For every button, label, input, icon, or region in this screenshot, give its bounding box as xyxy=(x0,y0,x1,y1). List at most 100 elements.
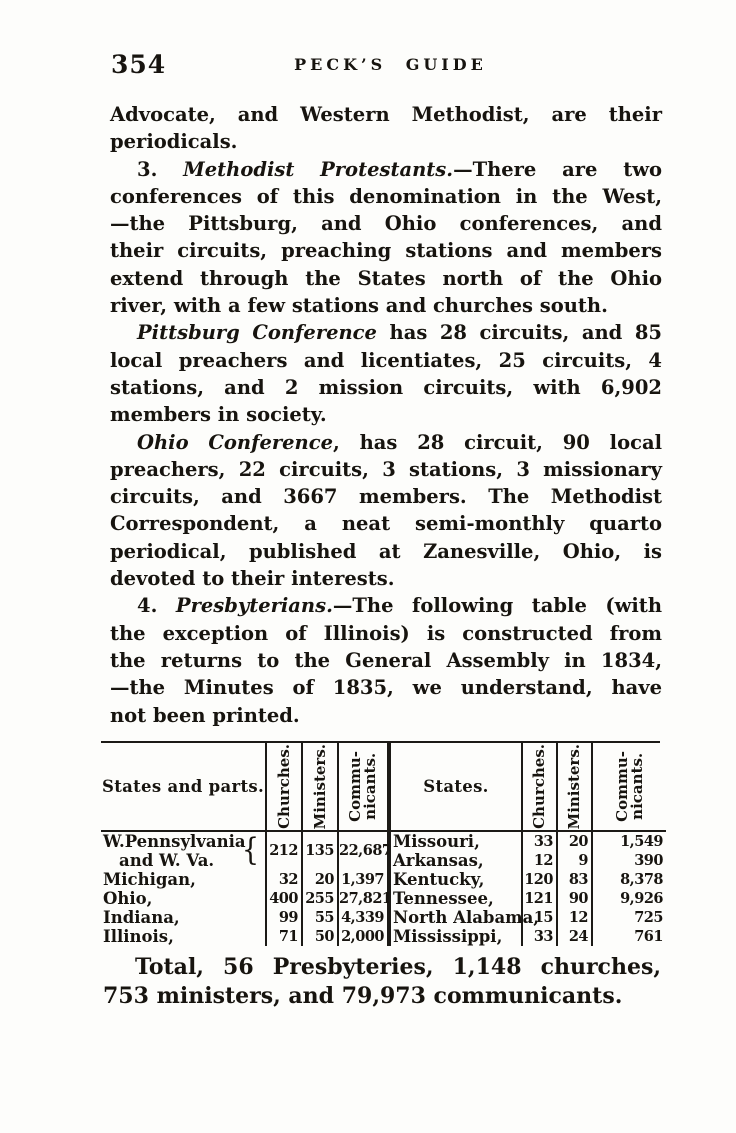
table-value-cell: 725 xyxy=(634,909,663,926)
table-row-label: Michigan, xyxy=(103,870,196,889)
table-row-label: Tennessee, xyxy=(393,889,494,908)
table-row-label: Ohio, xyxy=(103,889,153,908)
presbyterian-statistics-table: States and parts. W.Pennsylvania and W. Va… xyxy=(101,741,666,946)
text-line: preachers, 22 circuits, 3 stations, 3 mi… xyxy=(110,457,662,481)
row-group-brace: { xyxy=(241,832,259,869)
total-paragraph: Total, 56 Presbyteries, 1,148 churches, 7… xyxy=(103,953,661,1011)
table-value-cell: 15 xyxy=(533,909,554,926)
rotated-column-header: Churches. xyxy=(530,744,548,829)
churches-column-left: Churches. 212 32 400 99 71 xyxy=(265,743,301,946)
text-line: Pittsburg Conference has 28 circuits, an… xyxy=(137,321,662,345)
churches-column-right: Churches. 33 12 120 121 15 33 xyxy=(521,743,556,946)
label-column: States and parts. W.Pennsylvania and W. Va… xyxy=(101,743,265,946)
text-line: extend through the States north of the O… xyxy=(110,266,662,290)
table-value-cell: 761 xyxy=(634,928,663,945)
table-value-cell: 1,397 xyxy=(341,871,384,888)
text-line: members in society. xyxy=(110,403,327,427)
text-line: 3. Methodist Protestants.—There are two xyxy=(137,157,662,181)
table-value-cell: 4,339 xyxy=(341,909,384,926)
table-value-cell: 27,821 xyxy=(339,890,392,907)
text-line: Correspondent, a neat semi-monthly quart… xyxy=(110,512,662,536)
text-line: circuits, and 3667 members. The Methodis… xyxy=(110,485,662,509)
table-row-label: Indiana, xyxy=(103,908,180,927)
table-half-right: States. Missouri, Arkansas, Kentucky, Tennes… xyxy=(391,743,666,946)
label-column-header: States. xyxy=(391,743,521,832)
rotated-column-header: Commu- nicants. xyxy=(346,751,379,822)
text-line: —the Minutes of 1835, we understand, hav… xyxy=(110,676,662,700)
text-line: river, with a few stations and churches … xyxy=(110,294,608,318)
rotated-column-header: Ministers. xyxy=(565,743,583,830)
table-row-label: Missouri, xyxy=(393,832,480,851)
table-value-cell: 135 xyxy=(305,842,334,859)
text-line: devoted to their interests. xyxy=(110,567,395,591)
table-value-cell: 33 xyxy=(533,833,554,850)
table-value-cell: 12 xyxy=(568,909,589,926)
text-line: not been printed. xyxy=(110,703,300,727)
table-value-cell: 32 xyxy=(278,871,299,888)
table-value-cell: 24 xyxy=(568,928,589,945)
ministers-column-right: Ministers. 20 9 83 90 12 24 xyxy=(556,743,591,946)
table-value-cell: 20 xyxy=(314,871,335,888)
table-value-cell: 50 xyxy=(314,928,335,945)
table-row-label: Illinois, xyxy=(103,927,174,946)
table-value-cell: 71 xyxy=(278,928,299,945)
table-value-cell: 83 xyxy=(568,871,589,888)
table-value-cell: 121 xyxy=(524,890,553,907)
text-line: periodical, published at Zanesville, Ohi… xyxy=(110,539,662,563)
text-line: 4. Presbyterians.—The following table (w… xyxy=(137,594,662,618)
table-value-cell: 33 xyxy=(533,928,554,945)
table-row-label: Arkansas, xyxy=(393,851,484,870)
table-value-cell: 1,549 xyxy=(620,833,663,850)
communicants-column-right: Commu- nicants. 1,549 390 8,378 9,926 725 761 xyxy=(591,743,666,946)
table-value-cell: 212 xyxy=(269,842,298,859)
text-line: their circuits, preaching stations and m… xyxy=(110,239,662,263)
table-value-cell: 120 xyxy=(524,871,553,888)
table-row-label: W.Pennsylvania and W. Va. { xyxy=(101,832,265,870)
table-row-label: North Alabama, xyxy=(393,908,540,927)
row-label-line1: W.Pennsylvania xyxy=(103,832,246,851)
rotated-column-header: Churches. xyxy=(274,744,293,829)
total-text-line: 753 ministers, and 79,973 communicants. xyxy=(103,983,623,1009)
table-value-cell: 55 xyxy=(314,909,335,926)
table-half-left: States and parts. W.Pennsylvania and W. Va… xyxy=(101,743,392,946)
column-header: Churches. xyxy=(523,743,556,832)
label-column-header: States and parts. xyxy=(101,743,265,832)
total-text-line: Total, 56 Presbyteries, 1,148 churches, xyxy=(135,954,661,980)
table-value-cell: 9 xyxy=(578,852,588,869)
table-value-cell: 2,000 xyxy=(341,928,384,945)
text-line: local preachers and licentiates, 25 circ… xyxy=(110,348,662,372)
table-value-cell: 9,926 xyxy=(620,890,663,907)
text-line: stations, and 2 mission circuits, with 6… xyxy=(110,375,662,399)
text-line: the returns to the General Assembly in 1… xyxy=(110,648,662,672)
rotated-column-header: Ministers. xyxy=(310,743,329,830)
row-label-line2: and W. Va. xyxy=(119,851,215,870)
text-line: Advocate, and Western Methodist, are the… xyxy=(110,103,662,126)
communicants-column-left: Commu- nicants. 22,687 1,397 27,821 4,339 2,0… xyxy=(337,743,392,946)
table-halves-divider xyxy=(389,743,391,946)
table-row-label: Kentucky, xyxy=(393,870,485,889)
table-value-cell: 20 xyxy=(568,833,589,850)
text-line: conferences of this denomination in the … xyxy=(110,184,662,208)
table-value-cell: 12 xyxy=(533,852,554,869)
table-value-cell: 390 xyxy=(634,852,663,869)
text-line: Ohio Conference, has 28 circuit, 90 loca… xyxy=(137,430,662,454)
ministers-column-left: Ministers. 135 20 255 55 50 xyxy=(301,743,337,946)
table-value-cell: 90 xyxy=(568,890,589,907)
table-value-cell: 22,687 xyxy=(339,842,392,859)
column-header: Commu- nicants. xyxy=(339,743,387,832)
page-number: 354 xyxy=(111,50,167,79)
text-line: the exception of Illinois) is constructe… xyxy=(110,621,662,645)
text-line: periodicals. xyxy=(110,130,238,154)
table-value-cell: 255 xyxy=(305,890,334,907)
text-line: —the Pittsburg, and Ohio conferences, an… xyxy=(110,212,662,236)
table-value-cell: 99 xyxy=(278,909,299,926)
label-column: States. Missouri, Arkansas, Kentucky, Tennes… xyxy=(391,743,540,946)
table-row-label: Mississippi, xyxy=(393,927,503,946)
table-value-cell: 400 xyxy=(269,890,298,907)
column-header: Ministers. xyxy=(558,743,591,832)
running-title: PECK’S GUIDE xyxy=(294,55,487,74)
table-value-cell: 8,378 xyxy=(620,871,663,888)
column-header: Commu- nicants. xyxy=(593,743,666,832)
rotated-column-header: Commu- nicants. xyxy=(612,751,646,822)
